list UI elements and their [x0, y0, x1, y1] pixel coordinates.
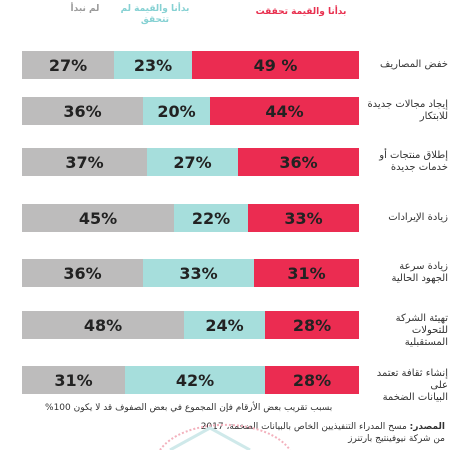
bar-row: 31% 42% 28% [22, 366, 359, 394]
category-label-line: خفض المصاريف [380, 59, 448, 70]
source-label: المصدر: [409, 422, 445, 432]
category-label: خفض المصاريف [366, 59, 448, 71]
category-label: إيجاد مجالات جديدة للابتكار [366, 99, 448, 123]
category-label: إنشاء ثقافة تعتمد على البيانات الضخمة [366, 368, 448, 404]
category-label-line: الجهود الحالية [391, 273, 448, 284]
bar-segment-realized: 36% [238, 148, 359, 176]
bar-row: 36% 20% 44% [22, 97, 359, 125]
bar-segment-not-started: 36% [22, 259, 143, 287]
bar-segment-realized: 31% [254, 259, 359, 287]
category-label-line: خدمات جديدة [390, 162, 448, 173]
bar-segment-not-started: 48% [22, 311, 184, 339]
source-note: المصدر: مسح المدراء التنفيذيين الخاص بال… [201, 421, 445, 445]
bar-segment-not-started: 36% [22, 97, 143, 125]
bar-row: 36% 33% 31% [22, 259, 359, 287]
bar-row: 37% 27% 36% [22, 148, 359, 176]
category-label-line: زيادة سرعة [399, 261, 448, 272]
decorative-arc-graphic [159, 423, 291, 450]
category-label: إطلاق منتجات أو خدمات جديدة [366, 150, 448, 174]
bar-segment-not-realized: 20% [143, 97, 210, 125]
bar-row: 45% 22% 33% [22, 204, 359, 232]
bar-segment-not-realized: 22% [174, 204, 248, 232]
category-label: زيادة الإيرادات [366, 212, 448, 224]
bar-segment-realized: 49 % [192, 51, 359, 79]
legend-not-realized: بدأنا والقيمة لم تتحقق [120, 4, 190, 25]
bar-segment-not-realized: 27% [147, 148, 238, 176]
bar-segment-realized: 33% [248, 204, 359, 232]
bar-segment-not-started: 45% [22, 204, 174, 232]
category-label-line: للابتكار [419, 111, 448, 122]
bar-segment-realized: 28% [265, 366, 359, 394]
bar-segment-not-started: 27% [22, 51, 114, 79]
bar-segment-not-realized: 42% [125, 366, 265, 394]
category-label: زيادة سرعة الجهود الحالية [366, 261, 448, 285]
category-label-line: المستقبلية [404, 337, 448, 348]
bar-row: 27% 23% 49 % [22, 51, 359, 79]
category-label-line: زيادة الإيرادات [388, 212, 448, 223]
bar-segment-not-realized: 24% [184, 311, 265, 339]
legend-not-started: لم نبدأ [70, 4, 100, 14]
bar-row: 48% 24% 28% [22, 311, 359, 339]
source-line2: من شركة نيوفينتيج بارتنرز [348, 434, 445, 444]
category-label: تهيئة الشركة للتحولات المستقبلية [366, 313, 448, 349]
bar-segment-not-started: 37% [22, 148, 147, 176]
category-label-line: إطلاق منتجات أو [379, 150, 448, 161]
bar-segment-not-realized: 23% [114, 51, 192, 79]
source-line1: مسح المدراء التنفيذيين الخاص بالبيانات ا… [200, 422, 410, 432]
category-label-line: البيانات الضخمة [382, 392, 448, 403]
bar-segment-realized: 44% [210, 97, 359, 125]
category-label-line: تهيئة الشركة للتحولات [395, 313, 448, 336]
bar-segment-not-started: 31% [22, 366, 125, 394]
category-label-line: إيجاد مجالات جديدة [367, 99, 448, 110]
legend-realized: بدأنا والقيمة تحققت [255, 7, 347, 17]
bar-segment-not-realized: 33% [143, 259, 254, 287]
category-label-line: إنشاء ثقافة تعتمد على [376, 368, 448, 391]
bar-segment-realized: 28% [265, 311, 359, 339]
rounding-note: بسبب تقريب بعض الأرقام فإن المجموع في بع… [45, 403, 333, 413]
